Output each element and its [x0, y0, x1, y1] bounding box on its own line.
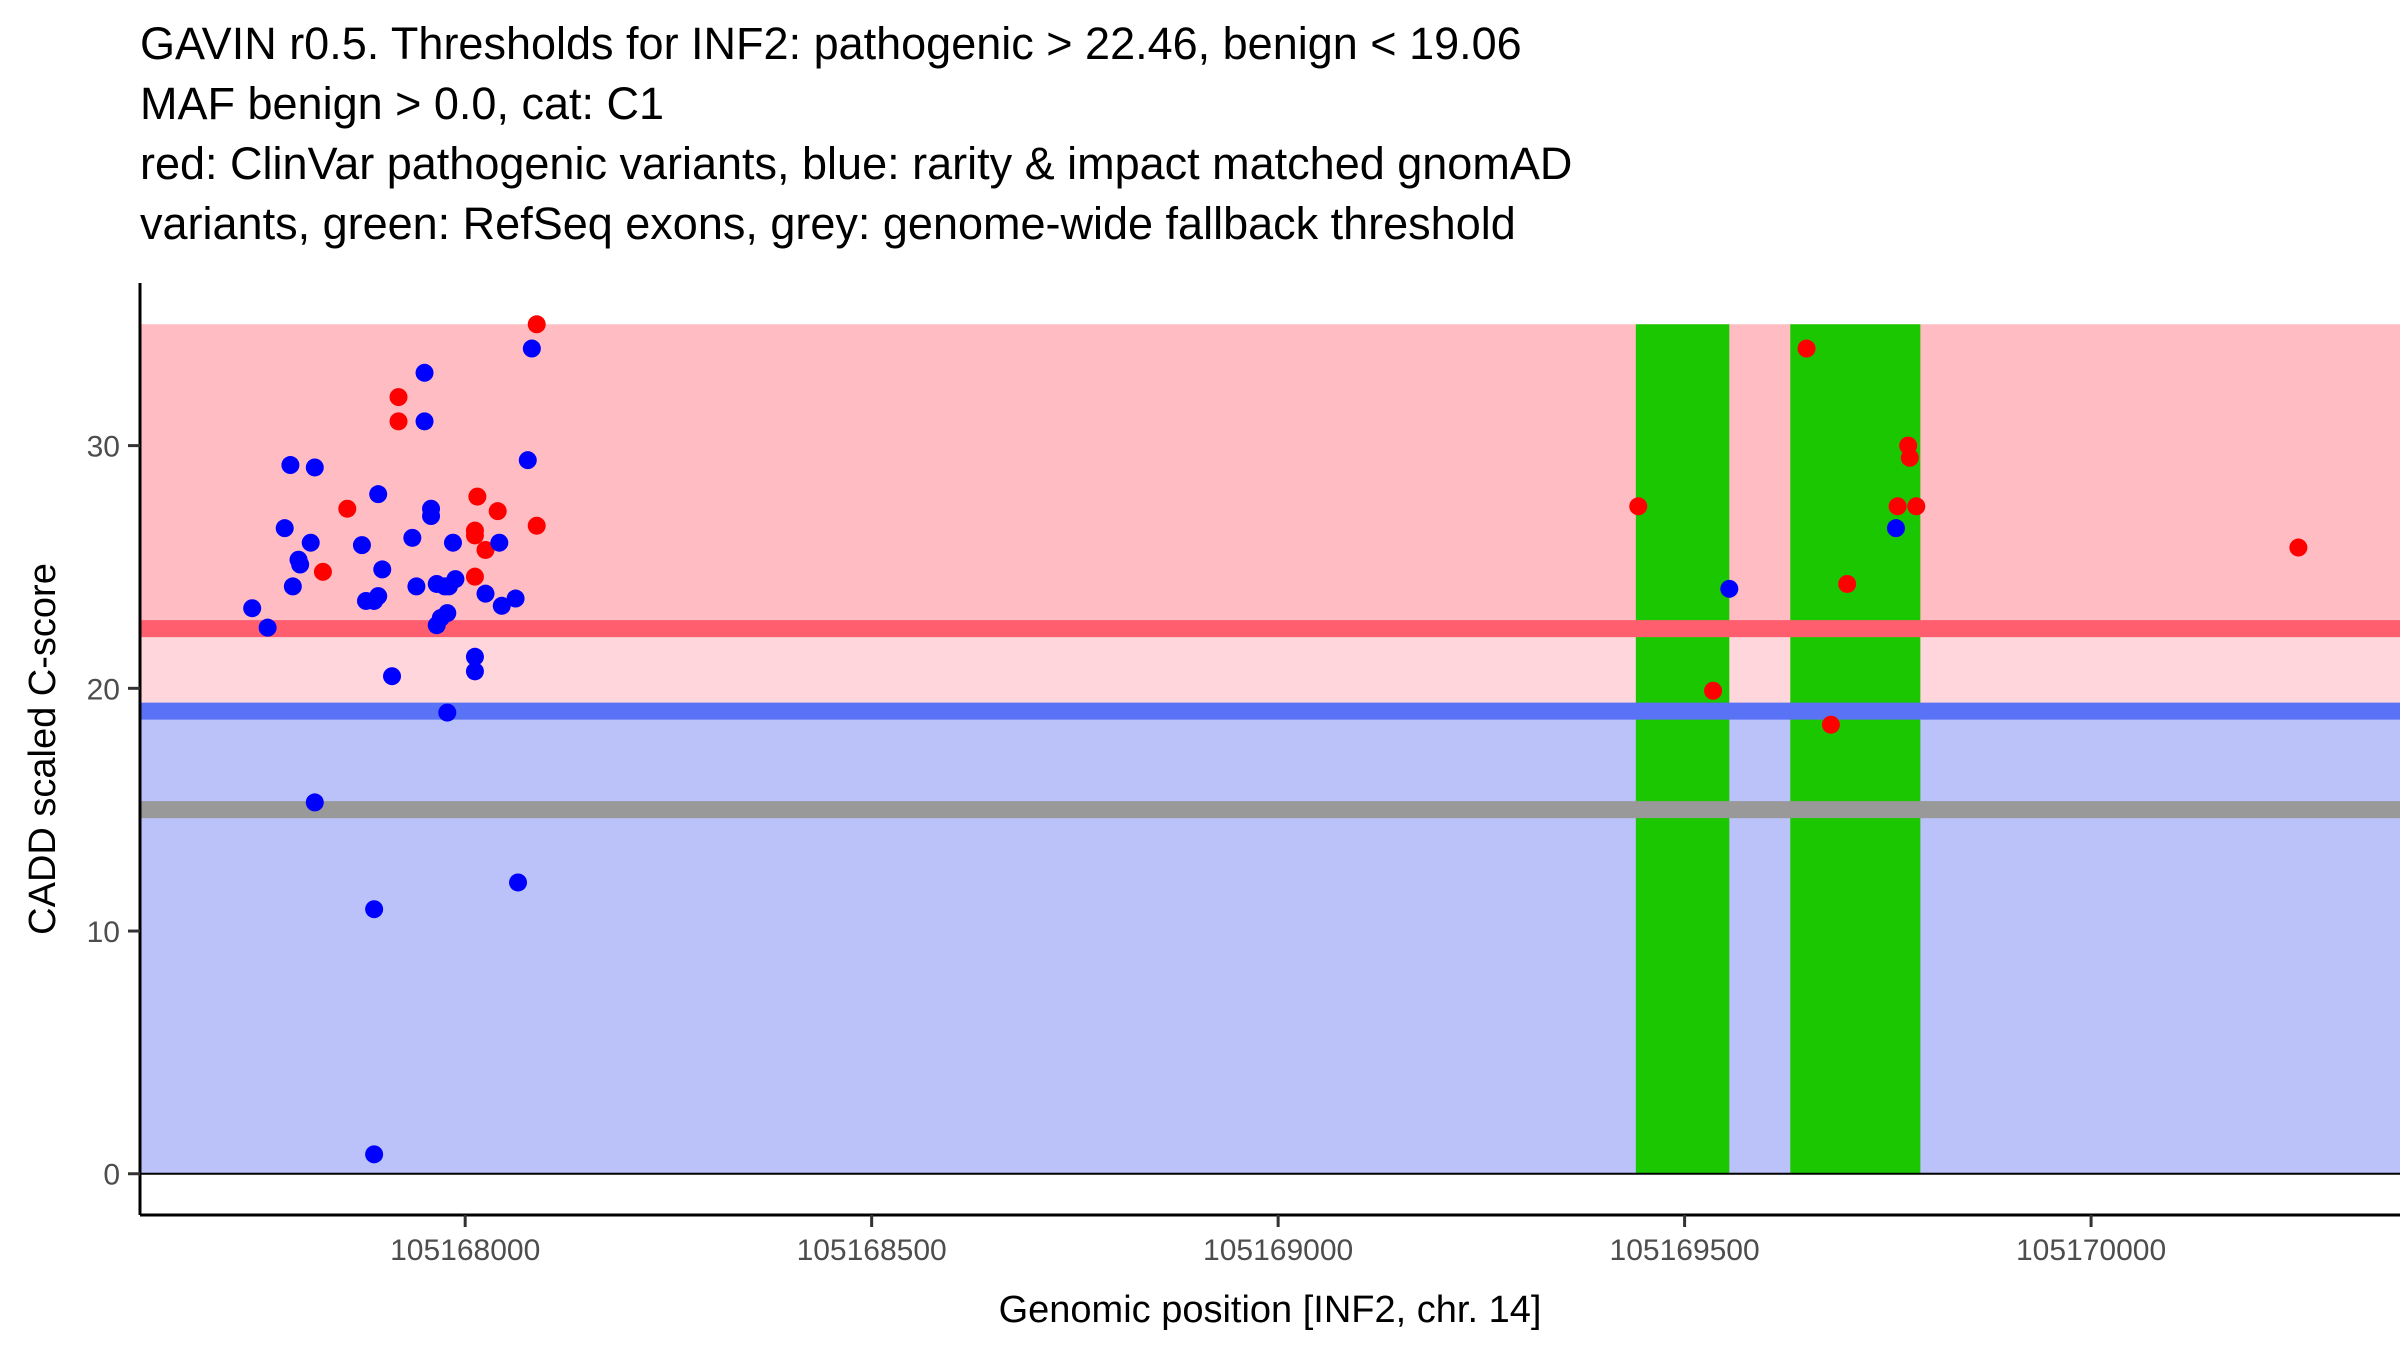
y-tick-label-30: 30: [87, 431, 120, 464]
data-point-series1-21: [1907, 497, 1926, 516]
data-point-series2-2: [258, 618, 277, 637]
x-tick-label-105170000: 105170000: [2016, 1234, 2166, 1267]
data-point-series2-42: [365, 1145, 384, 1164]
benign-zone-band: [140, 711, 2400, 1174]
data-point-series2-43: [1720, 579, 1739, 598]
data-point-series1-2: [389, 388, 408, 407]
data-point-series2-30: [443, 533, 462, 552]
data-point-series2-36: [492, 596, 511, 615]
chart-title-line-2: MAF benign > 0.0, cat: C1: [140, 78, 665, 129]
data-point-series2-31: [446, 570, 465, 589]
data-point-series2-40: [518, 451, 537, 470]
data-point-series1-19: [1900, 448, 1919, 467]
data-point-series1-10: [465, 521, 484, 540]
y-tick-label-20: 20: [87, 673, 120, 706]
data-point-series1-7: [527, 516, 546, 535]
data-point-series1-13: [1629, 497, 1648, 516]
data-point-series2-29: [438, 703, 457, 722]
data-point-series1-14: [1704, 681, 1723, 700]
data-point-series1-4: [338, 499, 357, 518]
data-point-series1-5: [313, 562, 332, 581]
data-point-series2-32: [465, 647, 484, 666]
exon-region-2: [1790, 324, 1921, 1174]
y-axis-title: CADD scaled C-score: [22, 563, 64, 935]
data-point-series1-12: [465, 567, 484, 586]
data-point-series2-22: [422, 507, 441, 525]
data-point-series2-12: [373, 560, 392, 579]
data-point-series2-16: [383, 667, 402, 686]
data-point-series2-41: [365, 900, 384, 919]
x-tick-label-105168500: 105168500: [797, 1234, 947, 1267]
data-point-series2-3: [281, 456, 300, 475]
data-point-series2-25: [427, 616, 446, 635]
data-point-series1-20: [1888, 497, 1907, 516]
data-point-series2-15: [369, 485, 388, 504]
chart-title-line-4: variants, green: RefSeq exons, grey: gen…: [140, 198, 1516, 249]
background-bands: [140, 324, 2400, 1174]
data-point-series2-35: [490, 533, 509, 552]
data-point-series2-39: [522, 339, 541, 358]
data-point-series2-33: [465, 662, 484, 681]
data-point-series2-4: [275, 519, 294, 538]
exon-regions: [1635, 324, 1921, 1174]
data-point-series1-17: [1838, 574, 1857, 593]
data-point-series2-17: [403, 528, 422, 547]
chart-title-line-3: red: ClinVar pathogenic variants, blue: …: [140, 138, 1573, 189]
data-point-series2-14: [369, 587, 388, 606]
x-tick-label-105168000: 105168000: [390, 1234, 540, 1267]
data-point-series2-19: [415, 412, 434, 431]
y-tick-label-0: 0: [103, 1159, 120, 1192]
data-point-series1-1: [527, 315, 546, 334]
data-point-series2-27: [438, 604, 457, 623]
data-point-series2-18: [407, 577, 426, 596]
data-point-series1-6: [468, 487, 487, 506]
x-tick-label-105169000: 105169000: [1203, 1234, 1353, 1267]
data-point-series1-11: [476, 540, 495, 559]
data-point-series1-22: [2289, 538, 2308, 557]
data-point-series2-7: [291, 555, 310, 574]
data-point-series2-34: [476, 584, 495, 603]
data-point-series2-44: [1886, 519, 1905, 538]
data-point-series2-10: [352, 536, 371, 555]
x-axis-title: Genomic position [INF2, chr. 14]: [999, 1289, 1542, 1331]
data-point-series2-1: [243, 599, 262, 618]
data-point-series1-15: [1797, 339, 1816, 358]
y-tick-label-10: 10: [87, 916, 120, 949]
axes: [138, 283, 2400, 1217]
data-point-series1-3: [389, 412, 408, 431]
data-point-series3-1: [305, 793, 324, 812]
data-point-series2-37: [506, 589, 525, 608]
x-tick-label-105169500: 105169500: [1610, 1234, 1760, 1267]
threshold-lines: [140, 620, 2400, 819]
variant-points: [243, 315, 2308, 1164]
data-point-series2-8: [301, 533, 320, 552]
data-point-series2-20: [415, 363, 434, 382]
exon-region-1: [1635, 324, 1730, 1174]
data-point-series2-5: [283, 577, 302, 596]
chart-title-block: GAVIN r0.5. Thresholds for INF2: pathoge…: [140, 14, 2340, 254]
chart-title-line-1: GAVIN r0.5. Thresholds for INF2: pathoge…: [140, 18, 1522, 69]
axis-ticks: 0 10 20 30 105168000 105168500 105169000 105169…: [87, 431, 2167, 1267]
data-point-series1-8: [488, 502, 507, 521]
uncertain-zone-band: [140, 628, 2400, 712]
data-point-series2-9: [305, 458, 324, 477]
data-point-series2-38: [509, 873, 528, 892]
data-point-series1-16: [1821, 715, 1840, 734]
pathogenic-zone-band: [140, 324, 2400, 629]
